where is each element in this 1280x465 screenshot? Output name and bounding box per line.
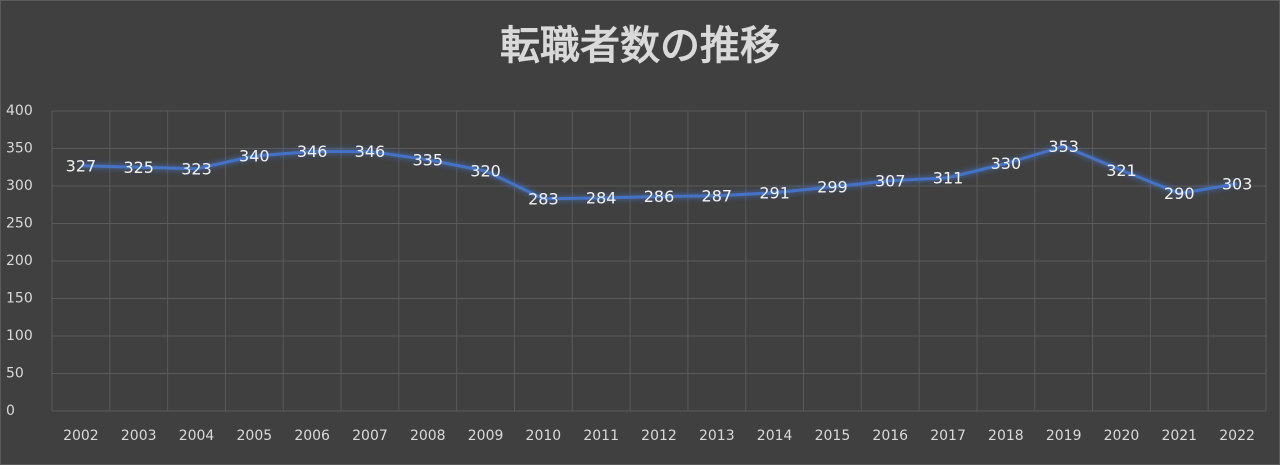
- data-label: 287: [702, 186, 733, 205]
- data-label: 283: [528, 189, 559, 208]
- x-tick-label: 2016: [872, 428, 908, 444]
- x-tick-label: 2015: [815, 428, 851, 444]
- y-tick-label: 400: [6, 103, 33, 119]
- data-label: 307: [875, 171, 906, 190]
- data-label: 353: [1048, 137, 1079, 156]
- x-tick-label: 2019: [1046, 428, 1082, 444]
- x-tick-label: 2009: [468, 428, 504, 444]
- x-tick-label: 2005: [237, 428, 273, 444]
- data-label: 291: [759, 183, 790, 202]
- x-tick-label: 2011: [583, 428, 619, 444]
- data-label: 320: [470, 162, 501, 181]
- data-label: 321: [1106, 161, 1137, 180]
- data-label: 286: [644, 187, 675, 206]
- x-tick-label: 2018: [988, 428, 1024, 444]
- data-label: 290: [1164, 184, 1195, 203]
- x-tick-label: 2022: [1219, 428, 1255, 444]
- x-tick-label: 2002: [63, 428, 99, 444]
- x-tick-label: 2006: [294, 428, 330, 444]
- x-tick-label: 2014: [757, 428, 793, 444]
- x-tick-label: 2008: [410, 428, 446, 444]
- x-tick-label: 2017: [930, 428, 966, 444]
- data-label: 323: [181, 159, 212, 178]
- x-tick-label: 2010: [526, 428, 562, 444]
- y-tick-label: 100: [6, 328, 33, 344]
- y-tick-label: 350: [6, 141, 33, 157]
- x-tick-label: 2020: [1104, 428, 1140, 444]
- data-label: 346: [355, 142, 386, 161]
- y-tick-label: 250: [6, 216, 33, 232]
- y-tick-label: 150: [6, 291, 33, 307]
- data-label: 330: [991, 154, 1022, 173]
- y-tick-label: 300: [6, 178, 33, 194]
- data-label: 303: [1222, 174, 1253, 193]
- x-tick-label: 2013: [699, 428, 735, 444]
- chart-title: 転職者数の推移: [500, 23, 780, 69]
- x-tick-label: 2012: [641, 428, 677, 444]
- data-label: 284: [586, 189, 617, 208]
- y-tick-label: 0: [6, 403, 15, 419]
- line: [80, 144, 1238, 201]
- y-tick-label: 200: [6, 253, 33, 269]
- data-label: 299: [817, 177, 848, 196]
- x-tick-label: 2021: [1161, 428, 1197, 444]
- x-tick-label: 2003: [121, 428, 157, 444]
- x-tick-label: 2004: [179, 428, 215, 444]
- data-label: 340: [239, 147, 270, 166]
- data-label: 311: [933, 168, 964, 187]
- data-label: 346: [297, 142, 328, 161]
- data-label: 325: [123, 158, 154, 177]
- y-tick-label: 50: [6, 366, 24, 382]
- data-label: 335: [412, 150, 443, 169]
- data-label: 327: [66, 156, 97, 175]
- x-tick-label: 2007: [352, 428, 388, 444]
